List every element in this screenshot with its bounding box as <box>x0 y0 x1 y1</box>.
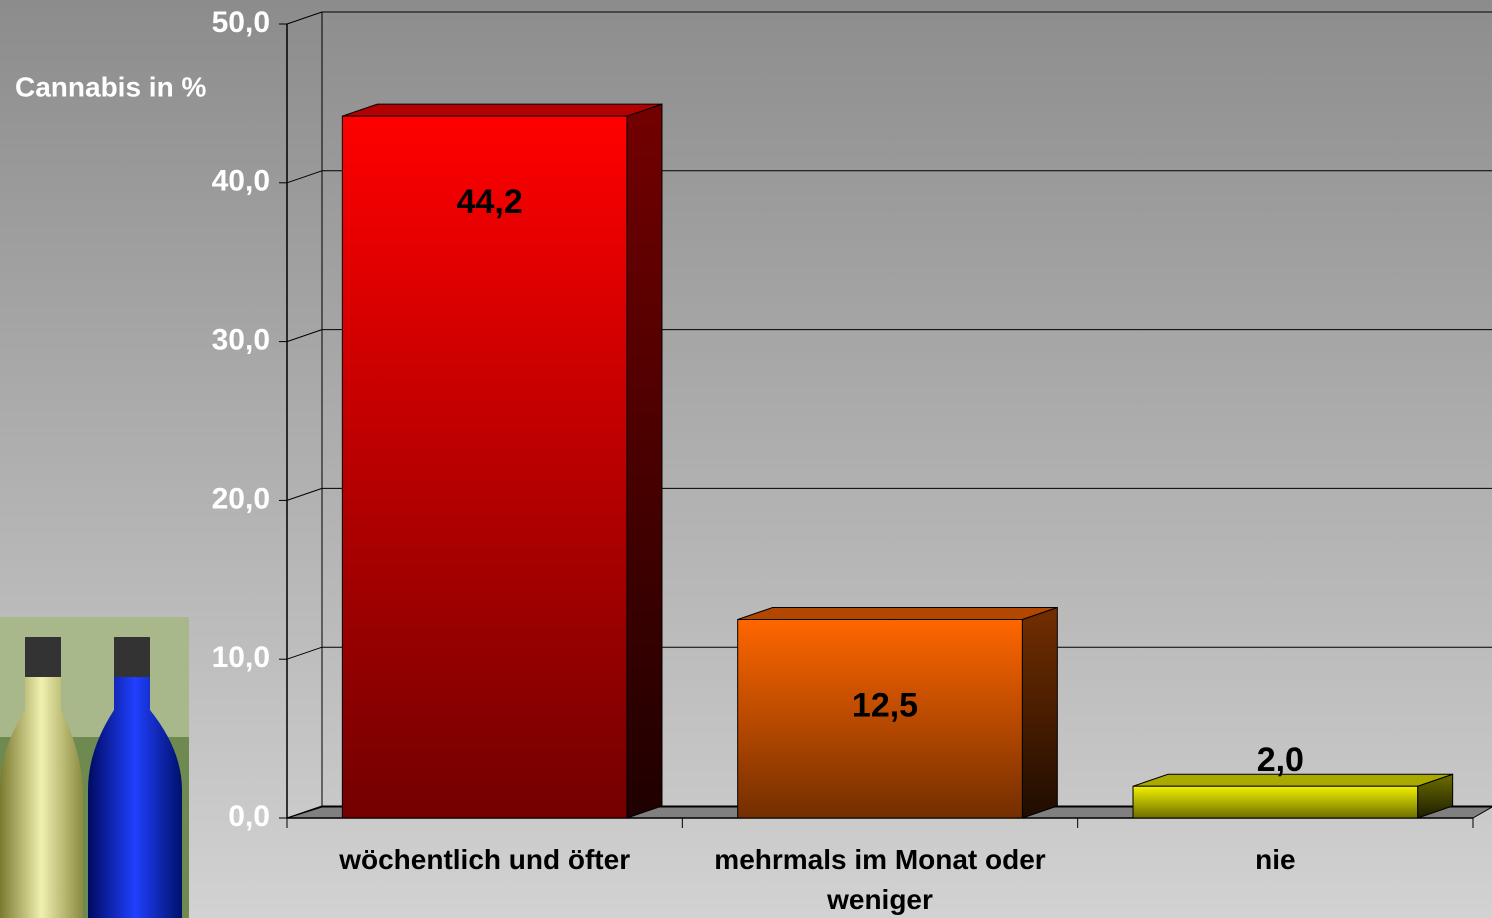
grid-line-side <box>287 330 322 342</box>
bar <box>1133 774 1453 818</box>
x-tick-label: mehrmals im Monat oder weniger <box>685 840 1075 918</box>
value-label: 2,0 <box>1257 741 1304 779</box>
bar-side <box>1022 608 1057 819</box>
x-tick-label: wöchentlich und öfter <box>290 840 680 880</box>
bottles-image <box>0 617 189 918</box>
grid-line-side <box>287 171 322 183</box>
y-tick-label: 10,0 <box>212 641 270 674</box>
bar-top <box>342 104 662 116</box>
y-tick-label: 20,0 <box>212 482 270 515</box>
y-tick-label: 30,0 <box>212 324 270 357</box>
bar-front <box>1133 786 1418 818</box>
grid-line-side <box>287 12 322 24</box>
value-label: 44,2 <box>457 183 523 221</box>
y-tick-label: 50,0 <box>212 6 270 39</box>
y-tick-label: 40,0 <box>212 165 270 198</box>
value-label: 12,5 <box>852 686 918 724</box>
x-tick-label: nie <box>1080 840 1470 880</box>
bar-front <box>342 116 627 818</box>
grid-line-side <box>287 647 322 659</box>
y-tick-label: 0,0 <box>228 800 270 833</box>
grid-line-side <box>287 488 322 500</box>
page: Cannabis in % 0,0 10,0 20,0 30,0 40,0 50,0 44,… <box>0 0 1492 918</box>
chart: Cannabis in % 0,0 10,0 20,0 30,0 40,0 50,0 44,… <box>0 0 1492 918</box>
bar-side <box>627 104 662 818</box>
y-axis-title: Cannabis in % <box>15 71 206 102</box>
bar-top <box>738 608 1058 620</box>
